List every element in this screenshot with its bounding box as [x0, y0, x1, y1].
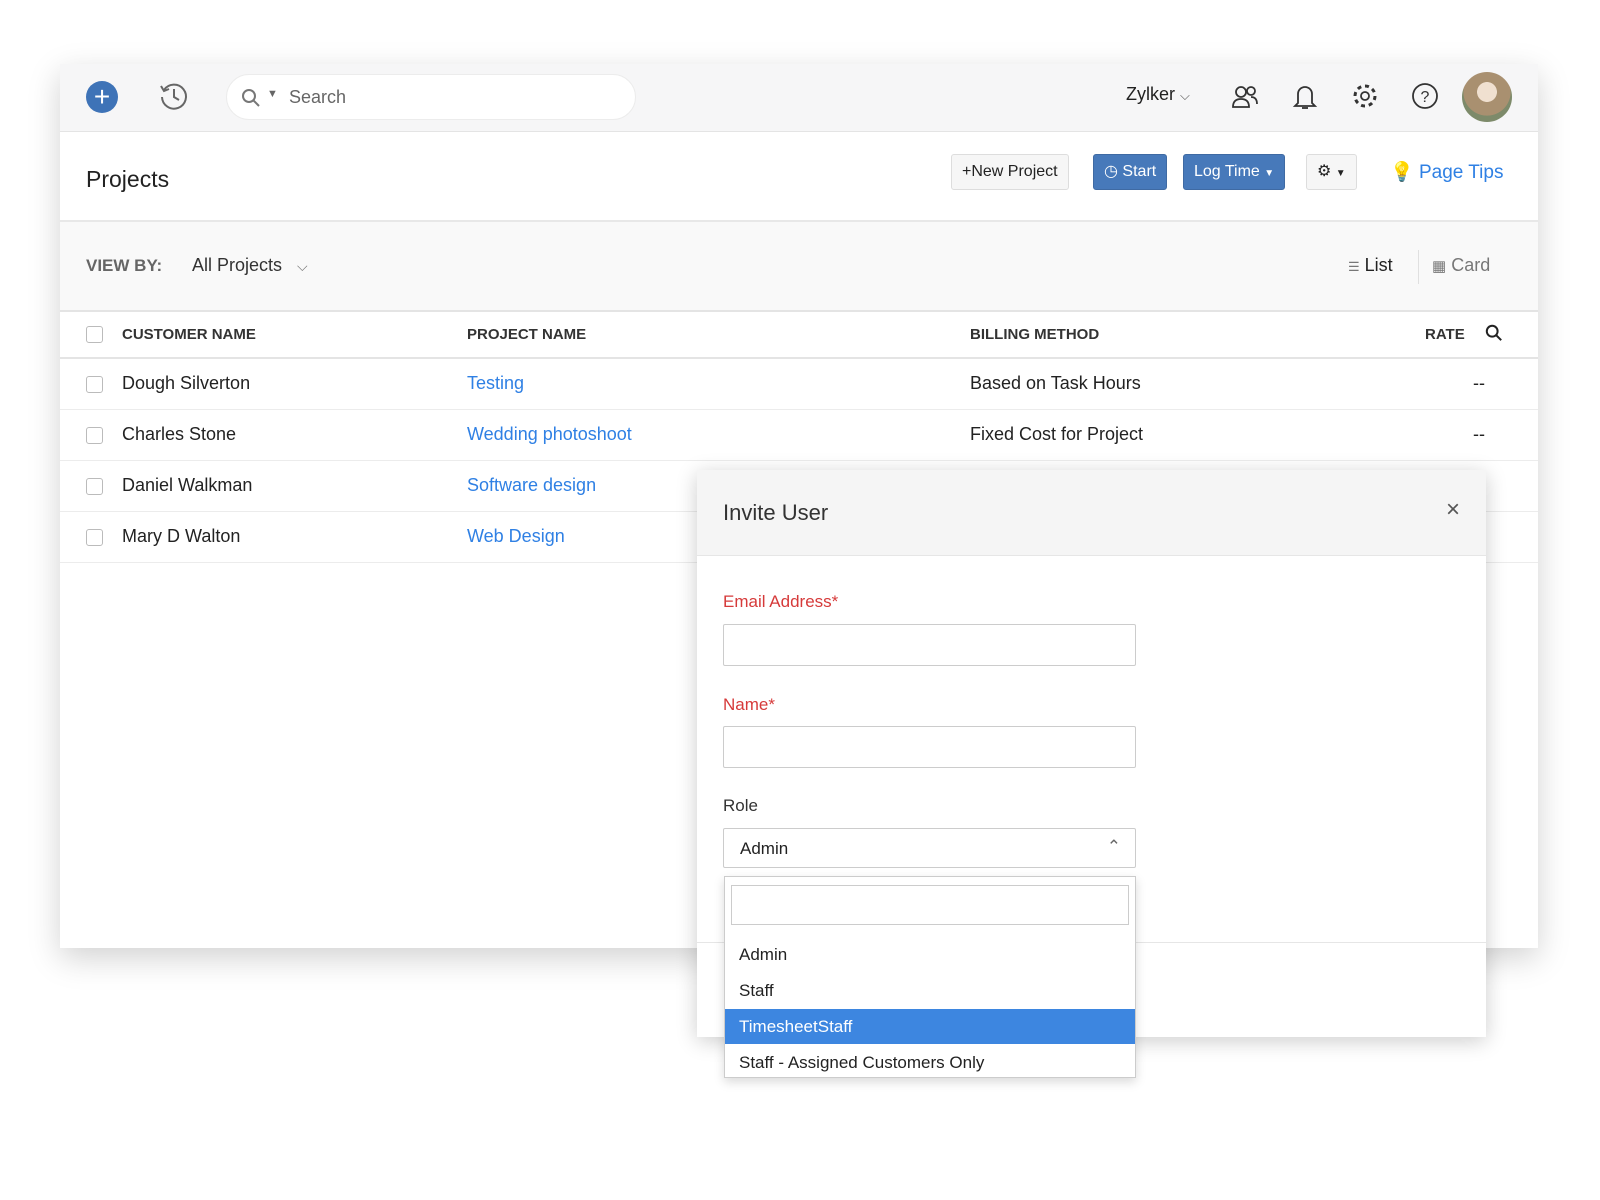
table-row[interactable]: Dough Silverton Testing Based on Task Ho…	[60, 358, 1538, 410]
chevron-up-icon: ⌃	[1106, 837, 1121, 856]
row-checkbox[interactable]	[86, 426, 103, 444]
page-title: Projects	[86, 166, 170, 192]
settings-gear-icon[interactable]	[1350, 81, 1380, 111]
role-label: Role	[723, 796, 758, 815]
email-label: Email Address*	[723, 592, 839, 611]
list-icon: ☰	[1348, 259, 1360, 274]
role-option[interactable]: Staff - Assigned Customers Only	[739, 1053, 985, 1072]
name-label: Name*	[723, 695, 775, 714]
caret-down-icon: ▼	[1335, 168, 1346, 179]
log-time-button[interactable]: Log Time ▼	[1183, 154, 1286, 190]
recent-history-icon[interactable]	[158, 80, 190, 112]
table-row[interactable]: Charles Stone Wedding photoshoot Fixed C…	[60, 409, 1538, 461]
billing-method: Fixed Cost for Project	[970, 409, 1425, 461]
rate: --	[1425, 358, 1485, 410]
help-icon[interactable]: ?	[1410, 81, 1440, 111]
clock-icon: ◷	[1104, 163, 1118, 180]
role-dropdown: Admin Staff TimesheetStaff Staff - Assigned…	[724, 876, 1136, 1078]
chevron-down-icon: ⌵	[297, 258, 308, 274]
plus-icon: +	[962, 163, 972, 180]
customer-name: Mary D Walton	[122, 511, 467, 563]
quick-create-plus-icon[interactable]: +	[86, 81, 118, 113]
project-link[interactable]: Wedding photoshoot	[467, 424, 632, 444]
lightbulb-icon: 💡	[1390, 162, 1414, 183]
customer-name: Charles Stone	[122, 409, 467, 461]
select-all-checkbox[interactable]	[86, 326, 103, 344]
column-rate[interactable]: RATE	[1425, 312, 1485, 359]
role-option[interactable]: Admin	[739, 945, 788, 964]
start-timer-button[interactable]: ◷ Start	[1093, 154, 1168, 190]
modal-title: Invite User	[723, 500, 829, 525]
row-checkbox[interactable]	[86, 376, 103, 393]
notification-bell-icon[interactable]	[1290, 81, 1320, 111]
users-icon[interactable]	[1230, 82, 1260, 112]
view-by-select[interactable]: All Projects ⌵	[192, 255, 308, 275]
settings-dropdown-button[interactable]: ⚙ ▼	[1306, 154, 1357, 190]
page-header: Projects +New Project ◷ Start Log Time ▼…	[60, 132, 1538, 222]
customer-name: Daniel Walkman	[122, 460, 467, 512]
table-search-icon[interactable]	[1485, 324, 1503, 342]
rate: --	[1425, 409, 1485, 461]
chevron-down-icon: ⌵	[1180, 88, 1190, 103]
table-header-row: CUSTOMER NAME PROJECT NAME BILLING METHO…	[60, 312, 1538, 359]
customer-name: Dough Silverton	[122, 358, 467, 410]
role-option[interactable]: Staff	[739, 981, 774, 1000]
search-icon	[242, 89, 260, 107]
divider	[1418, 250, 1419, 284]
user-avatar[interactable]	[1462, 72, 1512, 122]
project-link[interactable]: Testing	[467, 373, 525, 394]
caret-down-icon: ▼	[1264, 168, 1275, 179]
column-customer-name[interactable]: CUSTOMER NAME	[122, 312, 467, 359]
calendar-grid-icon: ▦	[1432, 258, 1447, 275]
view-by-bar: VIEW BY: All Projects ⌵ ☰ List ▦ Card	[60, 222, 1538, 312]
top-bar: + ▼ Search Zylker ⌵ ?	[60, 64, 1538, 132]
new-project-button[interactable]: +New Project	[951, 154, 1069, 190]
close-icon[interactable]: ×	[1445, 496, 1460, 523]
column-billing-method[interactable]: BILLING METHOD	[970, 312, 1425, 359]
project-link[interactable]: Software design	[467, 475, 597, 495]
project-link[interactable]: Web Design	[467, 526, 565, 546]
gear-icon: ⚙	[1317, 163, 1332, 180]
role-search-input[interactable]	[731, 885, 1129, 925]
role-select[interactable]: Admin ⌃	[723, 828, 1136, 868]
svg-text:?: ?	[1421, 89, 1430, 106]
search-filter-caret-icon[interactable]: ▼	[267, 88, 278, 100]
name-field[interactable]	[723, 726, 1136, 768]
org-switcher[interactable]: Zylker ⌵	[1126, 84, 1190, 104]
column-project-name[interactable]: PROJECT NAME	[467, 312, 970, 359]
view-by-label: VIEW BY:	[86, 256, 163, 275]
row-checkbox[interactable]	[86, 528, 103, 546]
card-view-toggle[interactable]: ▦ Card	[1432, 255, 1491, 275]
search-input[interactable]: ▼ Search	[226, 74, 636, 120]
row-checkbox[interactable]	[86, 477, 103, 495]
email-field[interactable]	[723, 624, 1136, 666]
role-option[interactable]: TimesheetStaff	[725, 1009, 1135, 1044]
list-view-toggle[interactable]: ☰ List	[1348, 255, 1393, 275]
billing-method: Based on Task Hours	[970, 358, 1425, 410]
page-tips-link[interactable]: 💡 Page Tips	[1390, 162, 1504, 183]
